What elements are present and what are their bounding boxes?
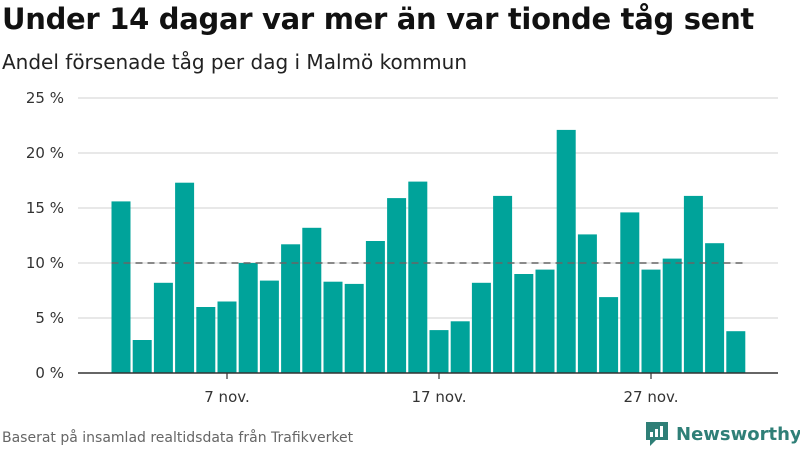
bar [111,201,131,373]
bar [514,274,534,373]
bar [238,263,258,373]
y-axis-labels: 0 % 5 % 10 % 15 % 20 % 25 % [26,89,64,382]
bar [344,283,364,373]
bar [493,195,513,373]
y-tick-label: 20 % [26,144,64,162]
bar [175,182,195,373]
brand-logo: Newsworthy [644,420,800,448]
bar [365,241,385,373]
bar [323,281,343,373]
bar [726,331,746,373]
x-axis [78,372,778,379]
x-tick-label: 7 nov. [204,388,249,406]
bar [599,297,619,373]
bar [259,280,279,373]
brand-name: Newsworthy [676,423,800,445]
bar [153,282,173,373]
bar [577,234,597,373]
y-tick-label: 15 % [26,199,64,217]
bar [429,330,449,373]
bar [705,243,725,373]
bar [535,269,555,373]
y-tick-label: 25 % [26,89,64,107]
y-tick-label: 0 % [35,364,64,382]
bar [450,321,470,373]
bar [683,195,703,373]
bar [281,244,301,373]
x-tick-label: 27 nov. [623,388,678,406]
bar [641,269,661,373]
chart-subtitle: Andel försenade tåg per dag i Malmö komm… [2,50,467,74]
bar [662,258,682,373]
x-tick-label: 17 nov. [411,388,466,406]
bar [408,181,428,373]
bars-group [111,129,746,373]
source-note: Baserat på insamlad realtidsdata från Tr… [2,430,354,446]
x-axis-labels: 7 nov. 17 nov. 27 nov. [204,388,678,406]
newsworthy-logo-icon [646,422,668,446]
bar [196,307,216,373]
grid-lines [78,97,778,319]
y-tick-label: 5 % [35,309,64,327]
bar [620,212,640,373]
bar [217,301,237,373]
chart-title: Under 14 dagar var mer än var tionde tåg… [2,2,754,36]
y-tick-label: 10 % [26,254,64,272]
bar [302,227,322,373]
bar [471,282,491,373]
bar [556,129,576,373]
bar [387,198,407,373]
bar [132,340,152,373]
